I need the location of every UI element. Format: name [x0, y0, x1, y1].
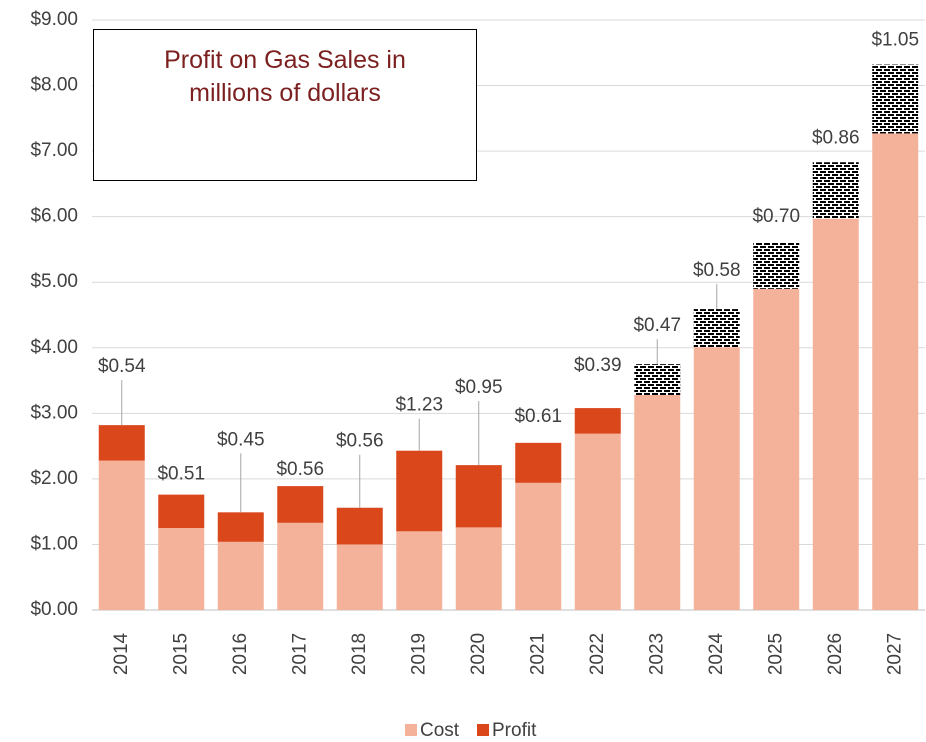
bar-segment — [455, 465, 502, 528]
x-tick-label: 2019 — [408, 633, 429, 675]
legend-label: Cost — [420, 720, 460, 741]
data-label: $0.95 — [455, 377, 503, 398]
y-tick-label: $5.00 — [30, 271, 78, 292]
bar-segment — [455, 527, 502, 610]
data-label: $0.56 — [276, 459, 324, 480]
bar-segment — [753, 288, 800, 610]
data-label: $0.45 — [217, 429, 265, 450]
x-tick-label: 2024 — [706, 632, 727, 675]
bar-segment — [634, 394, 681, 610]
data-label: $0.39 — [574, 355, 622, 376]
x-tick-label: 2020 — [468, 633, 489, 675]
legend-swatch — [405, 724, 417, 736]
y-tick-label: $6.00 — [30, 206, 78, 227]
y-tick-label: $0.00 — [30, 599, 78, 620]
bar-segment — [872, 64, 919, 134]
y-tick-label: $3.00 — [30, 402, 78, 423]
chart-title: Profit on Gas Sales in millions of dolla… — [93, 29, 477, 181]
x-tick-label: 2014 — [111, 632, 132, 675]
bar-segment — [693, 309, 740, 348]
x-tick-label: 2016 — [230, 633, 251, 675]
data-label: $0.54 — [98, 356, 146, 377]
x-tick-label: 2026 — [825, 633, 846, 675]
bar-segment — [753, 242, 800, 289]
x-tick-label: 2017 — [289, 633, 310, 675]
y-tick-label: $4.00 — [30, 337, 78, 358]
x-tick-label: 2022 — [587, 633, 608, 675]
bar-segment — [812, 162, 859, 219]
data-label: $0.70 — [752, 206, 800, 227]
data-label: $1.23 — [395, 395, 443, 416]
bar-segment — [515, 482, 562, 610]
bar-segment — [693, 347, 740, 610]
bar-segment — [396, 450, 443, 532]
bar-segment — [336, 507, 383, 545]
x-tick-label: 2023 — [646, 633, 667, 675]
x-tick-label: 2015 — [170, 633, 191, 675]
bar-segment — [277, 522, 324, 610]
y-tick-label: $8.00 — [30, 75, 78, 96]
bar-segment — [396, 531, 443, 610]
x-tick-label: 2018 — [349, 633, 370, 675]
bar-segment — [574, 433, 621, 610]
data-label: $1.05 — [871, 30, 919, 51]
x-tick-label: 2025 — [765, 633, 786, 675]
bar-segment — [336, 544, 383, 610]
data-label: $0.86 — [812, 127, 860, 148]
y-tick-label: $9.00 — [30, 9, 78, 30]
data-label: $0.61 — [514, 406, 562, 427]
bar-segment — [217, 541, 264, 610]
bar-segment — [158, 528, 205, 610]
x-tick-label: 2021 — [527, 633, 548, 675]
y-tick-label: $2.00 — [30, 468, 78, 489]
bar-segment — [98, 425, 145, 461]
data-label: $0.58 — [693, 260, 741, 281]
bar-segment — [574, 408, 621, 434]
data-label: $0.51 — [157, 464, 205, 485]
bar-segment — [872, 133, 919, 610]
bar-segment — [217, 512, 264, 542]
bar-segment — [98, 460, 145, 610]
y-tick-label: $7.00 — [30, 140, 78, 161]
legend-swatch — [477, 724, 489, 736]
data-label: $0.47 — [633, 315, 681, 336]
bar-segment — [277, 486, 324, 523]
x-tick-label: 2027 — [884, 633, 905, 675]
y-tick-label: $1.00 — [30, 533, 78, 554]
bar-segment — [515, 442, 562, 483]
data-label: $0.56 — [336, 431, 384, 452]
bar-segment — [634, 364, 681, 395]
legend-label: Profit — [492, 720, 537, 741]
bar-segment — [812, 218, 859, 610]
bar-segment — [158, 494, 205, 529]
